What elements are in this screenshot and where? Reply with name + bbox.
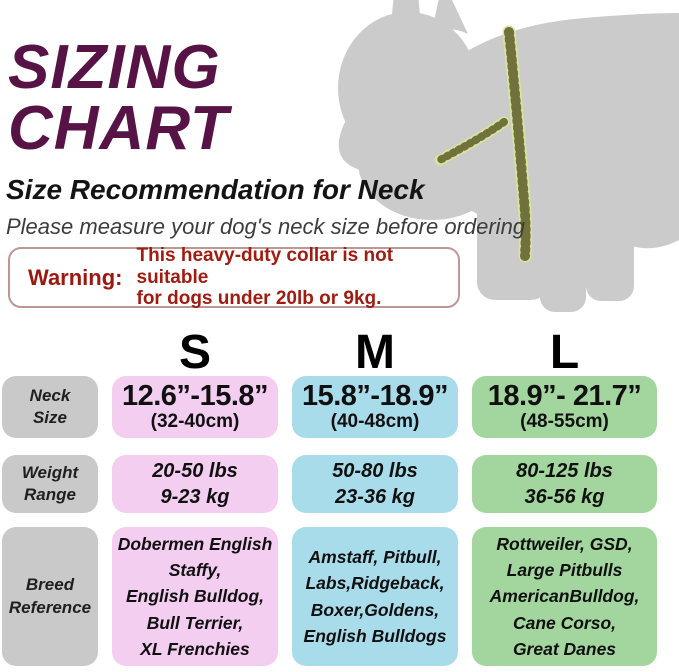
column-header-s: S <box>178 325 211 379</box>
breed-cell-l: Rottweiler, GSD, Large Pitbulls American… <box>472 527 657 666</box>
dog-rear-leg <box>586 205 634 301</box>
neck-size-cell-s: 12.6”-15.8” (32-40cm) <box>112 376 278 438</box>
row-label-weight-range: Weight Range <box>2 455 98 513</box>
breed-cell-m: Amstaff, Pitbull, Labs,Ridgeback, Boxer,… <box>292 527 458 666</box>
measure-note: Please measure your dog's neck size befo… <box>6 214 526 239</box>
row-label-breed-reference: Breed Reference <box>2 527 98 666</box>
dog-front-leg-far <box>540 192 586 312</box>
page-title: SIZING CHART <box>8 33 229 163</box>
neck-range-m: 15.8”-18.9” <box>301 380 449 413</box>
header-spacer <box>2 328 98 374</box>
neck-size-cell-l: 18.9”- 21.7” (48-55cm) <box>472 376 657 438</box>
warning-label: Warning: <box>28 264 123 290</box>
neck-range-l: 18.9”- 21.7” <box>487 380 642 413</box>
column-header-m: M <box>355 325 395 379</box>
dog-silhouette-svg <box>338 0 679 312</box>
page-subtitle: Size Recommendation for Neck <box>6 174 425 205</box>
column-header-l: L <box>549 325 580 379</box>
weight-cell-l: 80-125 lbs 36-56 kg <box>472 455 657 513</box>
neck-range-s: 12.6”-15.8” <box>121 380 269 413</box>
size-header-row: S M L <box>2 325 677 379</box>
neck-cm-s: (32-40cm) <box>150 410 240 432</box>
breed-reference-row: Breed Reference Dobermen English Staffy,… <box>2 527 677 666</box>
neck-cm-l: (48-55cm) <box>520 410 609 432</box>
neck-cm-m: (40-48cm) <box>330 410 420 432</box>
weight-cell-m: 50-80 lbs 23-36 kg <box>292 455 458 513</box>
measuring-tape-ticks <box>504 27 531 261</box>
breed-cell-s: Dobermen English Staffy, English Bulldog… <box>112 527 278 666</box>
dog-illustration <box>334 0 679 320</box>
page-title-line1: SIZING <box>8 33 221 102</box>
row-label-neck-size: Neck Size <box>2 376 98 438</box>
measuring-tape <box>434 25 533 263</box>
page-title-line2: CHART <box>8 93 229 163</box>
neck-size-row: Neck Size 12.6”-15.8” (32-40cm) 15.8”-18… <box>2 376 677 438</box>
weight-range-row: Weight Range 20-50 lbs 9-23 kg 50-80 lbs… <box>2 455 677 513</box>
warning-text: This heavy-duty collar is not suitable f… <box>136 244 394 310</box>
warning-box: Warning: This heavy-duty collar is not s… <box>8 244 460 310</box>
measuring-tape-branch-ticks <box>436 118 508 164</box>
weight-cell-s: 20-50 lbs 9-23 kg <box>112 455 278 513</box>
neck-size-cell-m: 15.8”-18.9” (40-48cm) <box>292 376 458 438</box>
